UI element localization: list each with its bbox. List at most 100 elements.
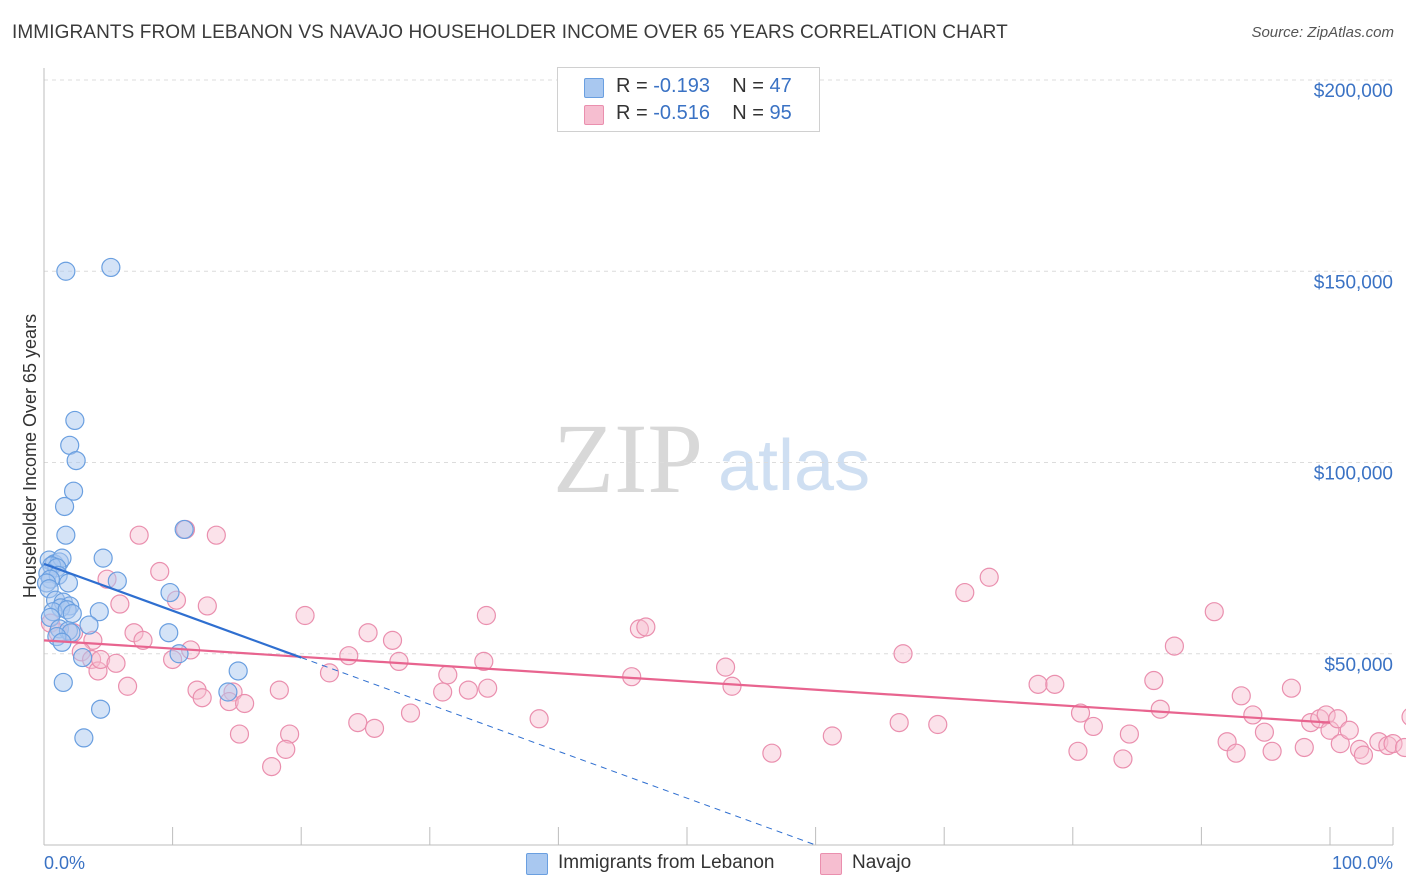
lebanon-points [36, 257, 248, 748]
navajo-point [88, 661, 108, 681]
lebanon-trend-line [43, 562, 302, 659]
navajo-point [433, 682, 453, 702]
navajo-point [1254, 722, 1275, 742]
navajo-point [1028, 674, 1048, 694]
lebanon-point [58, 573, 79, 593]
navajo-point [1119, 724, 1139, 744]
navajo-point [715, 657, 736, 677]
navajo-point [1339, 720, 1359, 740]
y-axis-label: Householder Income Over 65 years [20, 314, 40, 598]
y-tick-label: $200,000 [1314, 81, 1393, 102]
navajo-point [150, 561, 170, 582]
navajo-point [1401, 708, 1406, 726]
lebanon-point [53, 672, 73, 693]
lebanon-point [160, 582, 180, 603]
navajo-point [822, 726, 842, 746]
navajo-point [364, 718, 385, 738]
navajo-point [1226, 743, 1246, 763]
legend-text: R = -0.193 N = 47 [616, 75, 792, 98]
navajo-point [1281, 678, 1302, 698]
r-label: R = [616, 75, 654, 97]
navajo-point [1164, 636, 1184, 656]
lebanon-point [65, 410, 85, 431]
watermark-atlas: atlas [718, 426, 870, 506]
y-tick-labels: $50,000 $100,000 $150,000 $200,000 [1314, 81, 1393, 676]
lebanon-point [169, 644, 189, 664]
x-tick-label-max: 100.0% [1332, 853, 1393, 873]
navajo-point [636, 617, 656, 637]
watermark: ZIP atlas [553, 403, 870, 514]
navajo-point [197, 596, 217, 616]
navajo-point [1262, 741, 1282, 761]
navajo-point [474, 651, 494, 672]
lebanon-point [228, 661, 248, 681]
navajo-point [1383, 734, 1403, 754]
navajo-point [133, 630, 153, 650]
navajo-point [1394, 737, 1406, 758]
trend-lines [43, 562, 1331, 846]
navajo-point [339, 646, 359, 666]
navajo-point [106, 653, 126, 673]
navajo-point [1328, 709, 1348, 729]
navajo-point [762, 743, 782, 763]
navajo-point [1330, 734, 1350, 754]
lebanon-point [90, 699, 111, 719]
navajo-point [1231, 686, 1251, 706]
navajo-point [1083, 716, 1103, 737]
grid [44, 79, 1393, 655]
n-value-lebanon: 47 [769, 75, 792, 97]
navajo-point [1113, 749, 1133, 769]
r-value-lebanon: -0.193 [653, 75, 710, 97]
lebanon-point [62, 603, 82, 624]
navajo-point [400, 703, 421, 723]
navajo-point [722, 676, 742, 696]
lebanon-point [63, 481, 84, 501]
navajo-point [206, 525, 226, 545]
navajo-point [110, 594, 130, 614]
lebanon-swatch [584, 78, 604, 98]
lebanon-point [72, 647, 93, 668]
lebanon-legend-swatch [526, 853, 548, 875]
navajo-point [389, 651, 409, 672]
navajo-point [893, 644, 913, 664]
navajo-point [1070, 703, 1091, 723]
lebanon-point [56, 261, 76, 281]
navajo-point [1243, 705, 1263, 725]
navajo-point [280, 724, 300, 744]
chart-title: IMMIGRANTS FROM LEBANON VS NAVAJO HOUSEH… [12, 22, 1008, 43]
navajo-point [438, 665, 458, 685]
navajo-point [235, 693, 255, 714]
navajo-point [276, 739, 296, 759]
navajo-point [319, 663, 340, 683]
lebanon-point [218, 682, 238, 702]
navajo-point [955, 582, 975, 603]
navajo-point [1144, 670, 1164, 691]
navajo-point [229, 724, 250, 744]
lebanon-point [66, 450, 86, 471]
y-tick-label: $50,000 [1324, 655, 1393, 676]
navajo-point [529, 709, 549, 729]
lebanon-point [79, 615, 99, 635]
navajo-legend-swatch [820, 853, 842, 875]
navajo-point [348, 712, 368, 733]
navajo-point [382, 630, 403, 650]
n-value-navajo: 95 [769, 102, 792, 124]
navajo-point [1294, 737, 1314, 758]
stats-legend: R = -0.193 N = 47 R = -0.516 N = 95 [557, 67, 820, 132]
navajo-point [889, 712, 909, 733]
navajo-point [979, 567, 999, 587]
navajo-point [1320, 720, 1340, 740]
navajo-point [192, 688, 212, 708]
navajo-legend-label: Navajo [852, 852, 912, 873]
y-tick-label: $150,000 [1314, 272, 1393, 293]
navajo-point [1316, 705, 1336, 725]
lebanon-point [74, 728, 94, 748]
lebanon-point [54, 496, 75, 517]
lebanon-trend-extension [301, 657, 816, 846]
n-label: N = [732, 102, 770, 124]
legend-text: R = -0.516 N = 95 [616, 102, 792, 125]
lebanon-point [101, 257, 121, 278]
r-label: R = [616, 102, 654, 124]
axes [43, 68, 1394, 846]
